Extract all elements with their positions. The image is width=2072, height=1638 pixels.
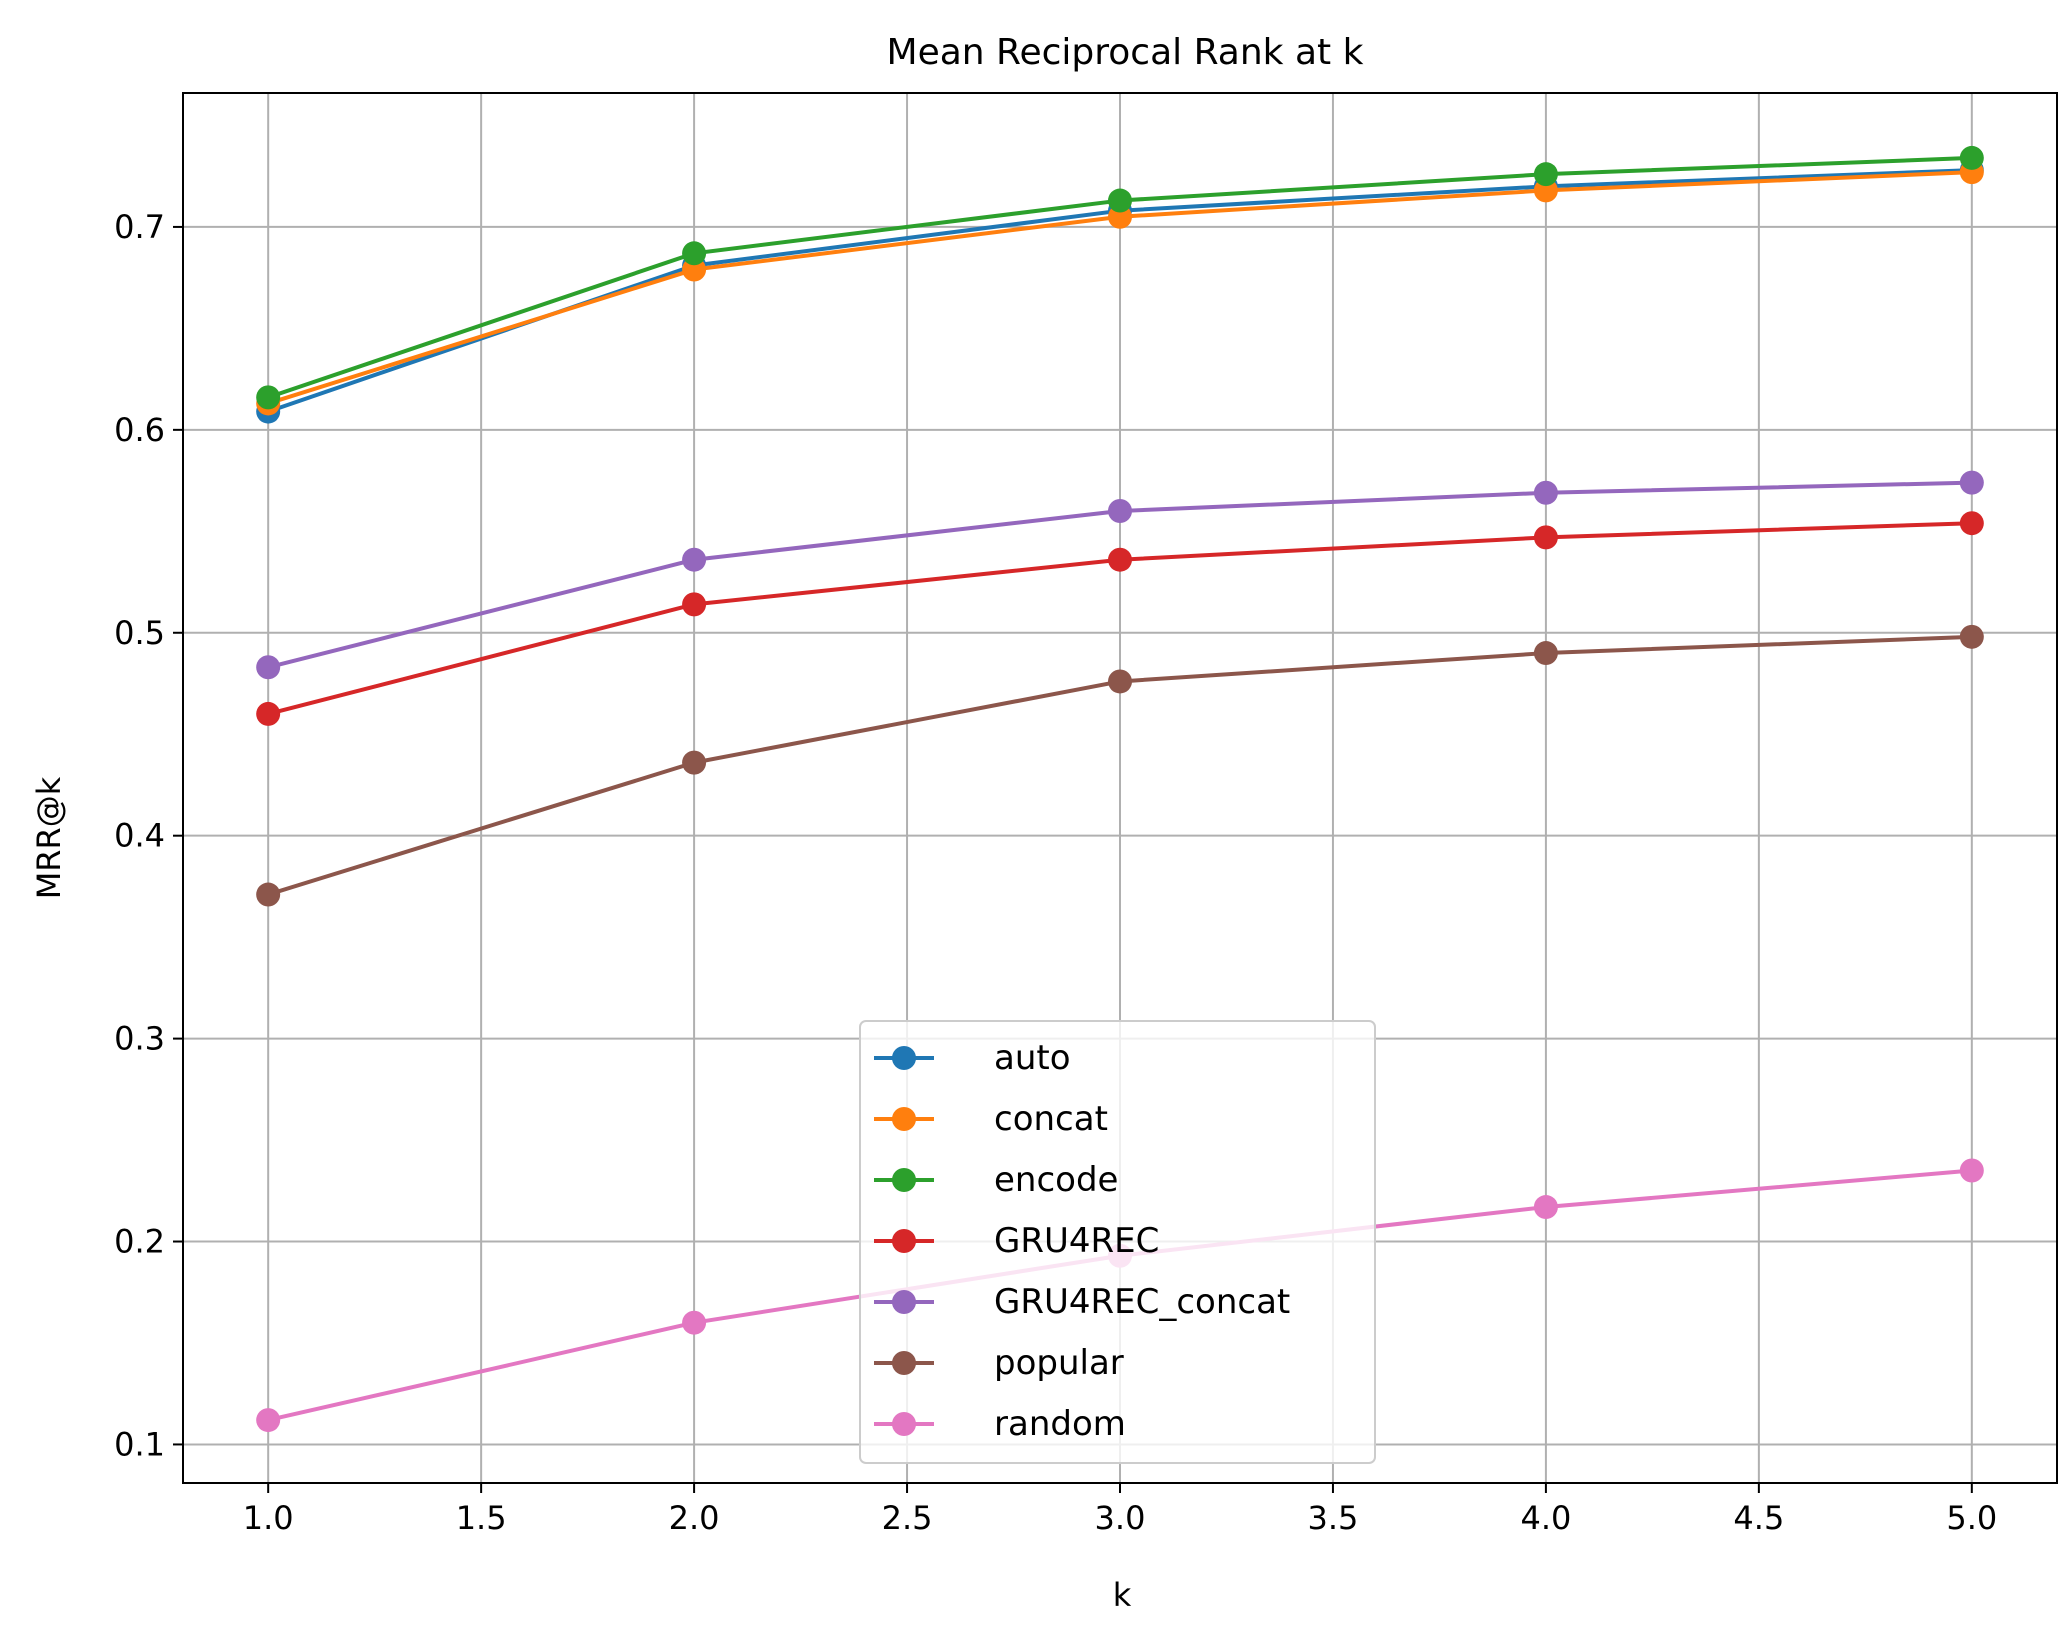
data-point [256, 701, 281, 726]
data-point [1533, 162, 1558, 187]
y-tick-label: 0.2 [114, 1223, 165, 1261]
legend-item: popular [874, 1343, 1124, 1383]
data-point [256, 882, 281, 907]
data-point [1959, 470, 1984, 495]
legend-marker [892, 1107, 916, 1131]
y-tick-label: 0.5 [114, 614, 165, 652]
data-point [1959, 511, 1984, 536]
y-tick-label: 0.1 [114, 1425, 165, 1463]
legend-item: GRU4REC_concat [874, 1282, 1290, 1322]
y-tick-label: 0.4 [114, 817, 165, 855]
x-tick-label: 5.0 [1946, 1499, 1997, 1537]
x-axis-label: k [1113, 1576, 1132, 1614]
data-point [682, 750, 707, 775]
legend-item: random [874, 1404, 1126, 1444]
data-point [1108, 547, 1132, 572]
y-axis-label: MRR@k [30, 776, 68, 899]
data-point [1533, 1195, 1558, 1220]
legend-marker [892, 1046, 916, 1070]
x-tick-label: 2.5 [882, 1499, 933, 1537]
data-point [1959, 624, 1984, 649]
data-point [682, 547, 707, 572]
legend-label: auto [994, 1038, 1071, 1078]
series-GRU4REC [256, 511, 1984, 726]
data-point [682, 1310, 707, 1335]
legend: auto concat encode GRU4REC GRU4REC_concatpop… [859, 1020, 1376, 1464]
data-point [256, 655, 281, 680]
data-point [1533, 525, 1558, 550]
axis-ticks: 1.0 1.5 2.0 2.5 3.0 3.5 4.0 4.5 5.0 0.1 0.2 0.3 0.4 0… [114, 208, 1997, 1537]
data-point [1959, 145, 1984, 170]
data-point [1108, 669, 1132, 694]
data-point [1533, 641, 1558, 666]
data-point [682, 592, 707, 617]
x-tick-label: 4.5 [1733, 1499, 1784, 1537]
legend-label: random [994, 1404, 1126, 1444]
x-tick-label: 3.5 [1308, 1499, 1359, 1537]
y-tick-label: 0.3 [114, 1020, 165, 1058]
legend-label: GRU4REC [994, 1221, 1159, 1261]
data-point [682, 241, 707, 266]
legend-marker [892, 1412, 916, 1436]
y-tick-label: 0.6 [114, 411, 165, 449]
legend-label: popular [994, 1343, 1124, 1383]
legend-box [859, 1020, 1376, 1464]
legend-label: encode [994, 1160, 1118, 1200]
data-point [256, 385, 281, 410]
x-tick-label: 2.0 [669, 1499, 720, 1537]
legend-item: auto [874, 1038, 1071, 1078]
legend-label: concat [994, 1099, 1108, 1139]
x-tick-label: 1.5 [456, 1499, 507, 1537]
data-point [1108, 499, 1132, 524]
series-GRU4REC_concat [256, 470, 1984, 680]
legend-marker [892, 1351, 916, 1375]
x-tick-label: 1.0 [243, 1499, 294, 1537]
series-group [256, 145, 1984, 1433]
y-tick-label: 0.7 [114, 208, 165, 246]
legend-item: encode [874, 1160, 1118, 1200]
legend-item: concat [874, 1099, 1108, 1139]
legend-item: GRU4REC [874, 1221, 1159, 1261]
series-popular [256, 624, 1984, 907]
legend-marker [892, 1168, 916, 1192]
legend-label: GRU4REC_concat [994, 1282, 1290, 1322]
series-encode [256, 145, 1984, 410]
data-point [1108, 188, 1132, 213]
legend-marker [892, 1290, 916, 1314]
data-point [1533, 480, 1558, 505]
x-tick-label: 3.0 [1095, 1499, 1146, 1537]
data-point [256, 1408, 281, 1433]
chart-title: Mean Reciprocal Rank at k [887, 32, 1364, 73]
legend-marker [892, 1229, 916, 1253]
x-tick-label: 4.0 [1520, 1499, 1571, 1537]
data-point [1959, 1158, 1984, 1183]
